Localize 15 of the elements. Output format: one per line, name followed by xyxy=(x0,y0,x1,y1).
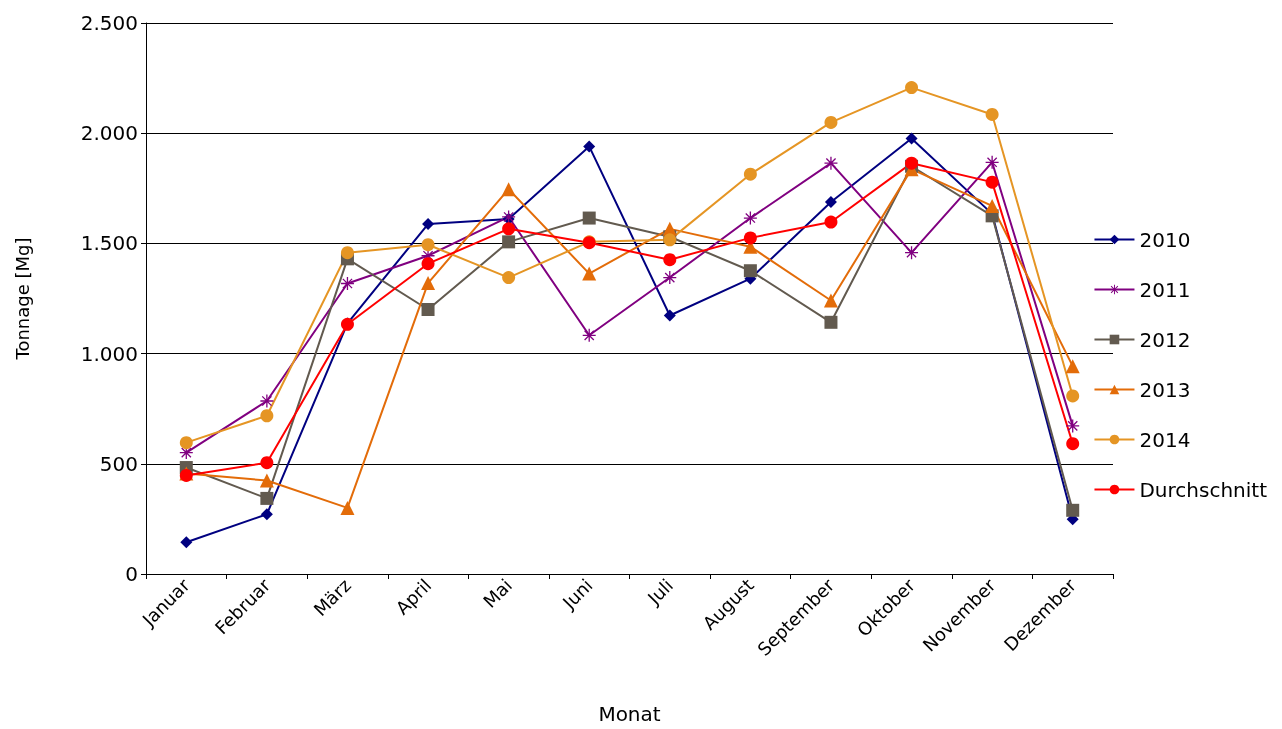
x-tick-label: Mai xyxy=(478,574,517,612)
y-tick-label: 1.500 xyxy=(80,231,138,256)
y-tick-label: 0 xyxy=(125,562,138,586)
legend-label: Durchschnitt xyxy=(1139,477,1268,502)
legend-label: 2012 xyxy=(1139,327,1191,352)
y-axis-title: Tonnage [Mg] xyxy=(11,237,33,361)
y-tick-label: 2.000 xyxy=(80,121,138,146)
legend-label: 2014 xyxy=(1139,427,1191,452)
legend-label: 2013 xyxy=(1139,377,1191,402)
legend-label: 2010 xyxy=(1139,227,1191,252)
y-tick-label: 2.500 xyxy=(80,11,138,35)
y-tick-label: 500 xyxy=(99,451,138,476)
x-axis-title: Monat xyxy=(598,702,661,726)
legend-label: 2011 xyxy=(1139,277,1191,302)
y-tick-label: 1.000 xyxy=(80,341,138,366)
